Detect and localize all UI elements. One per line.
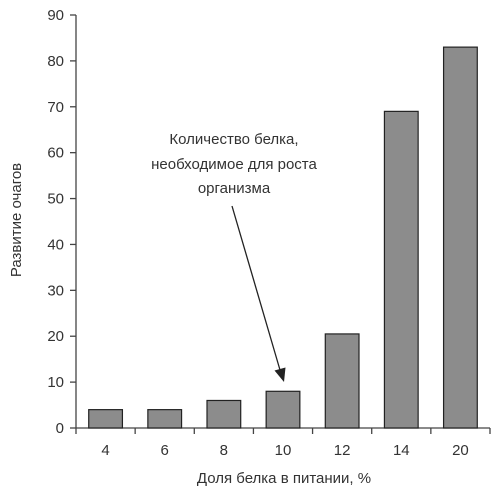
x-tick-label: 12 — [334, 442, 351, 459]
y-axis-title: Развитие очагов — [8, 163, 25, 277]
x-tick-label: 8 — [220, 442, 228, 459]
y-tick-label: 0 — [56, 420, 64, 437]
annotation: Количество белка, необходимое для роста … — [151, 131, 318, 382]
y-tick-label: 20 — [47, 328, 64, 345]
y-tick-label: 40 — [47, 236, 64, 253]
bars — [88, 46, 478, 429]
x-tick-label: 4 — [101, 442, 109, 459]
bar-20 — [442, 46, 478, 429]
annotation-line-3: организма — [198, 180, 271, 197]
x-tick-label: 10 — [275, 442, 292, 459]
y-tick-label: 80 — [47, 53, 64, 70]
y-tick-label: 50 — [47, 191, 64, 208]
y-tick-label: 10 — [47, 374, 64, 391]
x-axis: 4 6 8 10 12 14 20 — [75, 427, 491, 459]
x-tick-label: 6 — [161, 442, 169, 459]
annotation-arrow-line — [231, 205, 281, 371]
y-tick-label: 30 — [47, 282, 64, 299]
bar-8 — [206, 399, 242, 429]
bar-12 — [324, 333, 360, 429]
bar-14 — [383, 110, 419, 429]
annotation-line-2: необходимое для роста — [151, 156, 317, 173]
x-tick-label: 14 — [393, 442, 410, 459]
y-tick-label: 70 — [47, 99, 64, 116]
bar-6 — [147, 409, 183, 429]
y-tick-label: 90 — [47, 7, 64, 24]
y-axis: 0 10 20 30 40 50 60 70 80 90 — [47, 7, 77, 437]
x-axis-title: Доля белка в питании, % — [197, 470, 371, 487]
annotation-line-1: Количество белка, — [169, 131, 298, 148]
bar-4 — [88, 409, 124, 429]
y-tick-label: 60 — [47, 145, 64, 162]
x-tick-label: 20 — [452, 442, 469, 459]
bar-10 — [265, 390, 301, 429]
annotation-arrow-head — [274, 367, 286, 382]
